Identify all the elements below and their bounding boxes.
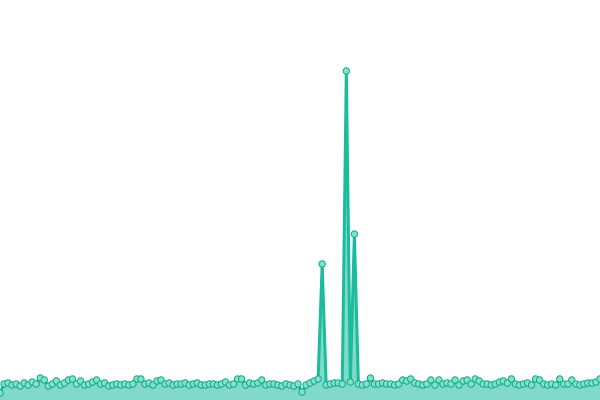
point — [366, 374, 375, 382]
point — [318, 260, 326, 268]
point — [137, 375, 145, 383]
point — [342, 67, 351, 75]
point — [451, 376, 459, 384]
point — [346, 378, 355, 386]
point — [427, 376, 435, 384]
point — [129, 380, 137, 388]
point — [0, 389, 4, 397]
point — [258, 376, 266, 384]
point — [40, 376, 48, 384]
point — [507, 375, 516, 383]
point — [68, 375, 77, 383]
point — [362, 380, 371, 388]
point — [298, 388, 306, 396]
area — [0, 71, 600, 400]
point — [338, 380, 346, 388]
point — [431, 381, 439, 389]
point — [294, 380, 302, 388]
point — [32, 380, 40, 388]
point — [237, 375, 246, 383]
line — [0, 69, 600, 394]
point — [556, 375, 564, 383]
point — [552, 381, 560, 389]
point — [527, 381, 536, 389]
point — [229, 380, 238, 388]
point — [467, 380, 475, 388]
point — [314, 375, 322, 383]
point — [350, 230, 359, 238]
